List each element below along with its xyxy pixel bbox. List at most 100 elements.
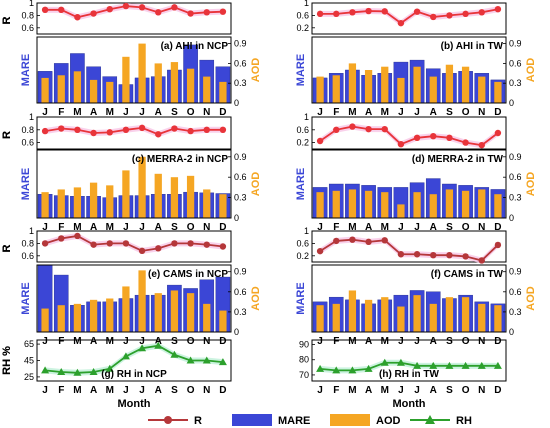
merra2-ncp-r-point-3 bbox=[90, 129, 97, 137]
cams-ncp-aod-tick-3: 0 bbox=[234, 327, 239, 337]
merra2-tw-aod-bar-11 bbox=[494, 194, 502, 218]
merra2-tw-aod-tick-2: 0.3 bbox=[509, 193, 522, 203]
ahi-ncp-r-point-1 bbox=[58, 6, 65, 14]
ahi-ncp-month-0: J bbox=[42, 107, 48, 118]
ahi-tw-month-7: A bbox=[430, 107, 437, 118]
merra2-ncp-r-point-5 bbox=[122, 126, 130, 133]
cams-ncp-aod-tick-2: 0.3 bbox=[234, 307, 247, 317]
merra2-ncp-r-tick-0: 1 bbox=[29, 112, 34, 122]
ahi-tw-month-8: S bbox=[446, 107, 453, 118]
cams-tw-r-point-11 bbox=[494, 241, 502, 249]
rh-ncp-month-8: S bbox=[171, 385, 178, 396]
legend-rh-label: RH bbox=[456, 415, 472, 427]
ahi-tw-r-point-6 bbox=[413, 8, 421, 15]
cams-ncp-r-point-0 bbox=[41, 240, 49, 247]
ahi-tw-r-point-9 bbox=[462, 10, 469, 18]
ahi-ncp-r-point-2 bbox=[74, 14, 81, 21]
merra2-tw-month-4: M bbox=[381, 222, 389, 233]
cams-ncp-aod-bar-0 bbox=[41, 308, 49, 332]
cams-tw-aod-bar-4 bbox=[381, 297, 389, 332]
merra2-tw-bar-frame bbox=[311, 149, 507, 219]
rh-tw-month-3: A bbox=[365, 385, 372, 396]
merra2-tw-month-7: A bbox=[430, 222, 437, 233]
ahi-tw-bar-frame bbox=[311, 36, 507, 104]
ahi-tw-r-tick-2: 0.2 bbox=[296, 23, 309, 33]
merra2-tw-r-band bbox=[320, 123, 498, 149]
rh-tw-tick-0: 90 bbox=[299, 340, 309, 350]
rh-ncp-point-3 bbox=[89, 367, 98, 375]
cams-tw-r-point-4 bbox=[381, 237, 388, 244]
cams-ncp-aod-bar-6 bbox=[138, 270, 146, 332]
merra2-ncp-r-tick-2: 0.6 bbox=[21, 138, 34, 148]
merra2-tw-aod-bar-4 bbox=[381, 192, 389, 218]
cams-ncp-aod-bar-10 bbox=[203, 303, 211, 332]
rh-ncp-point-10 bbox=[202, 356, 211, 364]
merra2-tw-month-11: D bbox=[494, 222, 501, 233]
cams-ncp-month-10: N bbox=[203, 336, 210, 347]
ahi-tw-r-tick-0: 1 bbox=[304, 0, 309, 8]
rh-tw-point-3 bbox=[364, 364, 373, 372]
merra2-ncp-aod-bar-8 bbox=[170, 177, 179, 218]
rh-tw-point-2 bbox=[348, 366, 357, 374]
cams-ncp-r-point-3 bbox=[90, 241, 97, 248]
cams-tw-month-4: M bbox=[381, 336, 389, 347]
ahi-ncp-mare-ylabel: MARE bbox=[20, 54, 32, 86]
merra2-tw-aod-tick-0: 0.9 bbox=[509, 152, 522, 162]
ahi-tw-r-ylabel: R bbox=[1, 16, 13, 24]
rh-ncp-point-4 bbox=[105, 364, 114, 372]
cams-tw-aod-tick-3: 0 bbox=[509, 327, 514, 337]
rh-ncp-ylabel: RH % bbox=[1, 346, 13, 375]
ahi-ncp-month-9: O bbox=[187, 107, 195, 118]
merra2-tw-month-1: F bbox=[333, 222, 339, 233]
ahi-tw-aod-bar-0 bbox=[316, 76, 324, 103]
cams-ncp-month-6: J bbox=[139, 336, 145, 347]
ahi-ncp-aod-bar-11 bbox=[219, 81, 227, 103]
merra2-ncp-aod-bar-11 bbox=[219, 194, 227, 218]
merra2-tw-aod-bar-1 bbox=[332, 190, 340, 218]
rh-tw-month-4: M bbox=[381, 385, 389, 396]
cams-tw-r-point-7 bbox=[430, 251, 437, 259]
cams-tw-r-point-1 bbox=[333, 237, 340, 245]
ahi-tw-month-1: F bbox=[333, 107, 339, 118]
merra2-ncp-aod-bar-0 bbox=[41, 192, 49, 218]
merra2-ncp-r-frame bbox=[36, 116, 232, 150]
rh-tw-panel-label: (h) RH in TW bbox=[379, 369, 440, 380]
merra2-tw-r-point-10 bbox=[478, 141, 485, 149]
ahi-tw-aod-bar-5 bbox=[397, 77, 405, 103]
ahi-ncp-r-tick-0: 1 bbox=[29, 0, 34, 8]
rh-tw-frame bbox=[311, 339, 507, 382]
merra2-ncp-bar-frame bbox=[36, 149, 232, 219]
rh-tw-point-7 bbox=[429, 361, 438, 369]
rh-ncp-point-8 bbox=[170, 350, 179, 358]
rh-tw-month-2: M bbox=[348, 385, 356, 396]
merra2-tw-r-tick-1: 0.6 bbox=[296, 125, 309, 135]
merra2-tw-r-tick-2: 0.2 bbox=[296, 138, 309, 148]
merra2-ncp-month-11: D bbox=[219, 222, 226, 233]
merra2-ncp-month-6: J bbox=[139, 222, 145, 233]
merra2-tw-month-2: M bbox=[348, 222, 356, 233]
ahi-tw-panel-label: (b) AHI in TW bbox=[441, 41, 504, 52]
cams-tw-aod-bar-1 bbox=[332, 303, 340, 332]
ahi-ncp-r-frame bbox=[36, 2, 232, 35]
cams-tw-r-point-0 bbox=[316, 247, 324, 255]
merra2-ncp-r-point-10 bbox=[203, 126, 210, 133]
ahi-ncp-month-1: F bbox=[58, 107, 64, 118]
ahi-ncp-aod-bar-3 bbox=[89, 79, 98, 103]
rh-ncp-month-3: A bbox=[90, 385, 97, 396]
rh-tw-point-5 bbox=[396, 358, 405, 366]
ahi-ncp-aod-bar-2 bbox=[73, 71, 82, 103]
legend-mare-label: MARE bbox=[278, 415, 310, 427]
ahi-tw-aod-bar-4 bbox=[381, 66, 389, 103]
cams-tw-r-tick-1: 0.6 bbox=[296, 238, 309, 248]
rh-tw-ylabel: RH % bbox=[1, 346, 13, 375]
merra2-tw-r-ylabel: R bbox=[1, 131, 13, 139]
cams-tw-month-8: S bbox=[446, 336, 453, 347]
ahi-tw-aod-bar-10 bbox=[478, 76, 486, 103]
merra2-tw-month-9: O bbox=[462, 222, 470, 233]
cams-ncp-aod-bar-11 bbox=[219, 310, 227, 332]
cams-tw-month-9: O bbox=[462, 336, 470, 347]
cams-ncp-r-frame bbox=[36, 230, 232, 263]
merra2-ncp-r-point-1 bbox=[58, 125, 65, 132]
ahi-ncp-aod-bar-8 bbox=[170, 62, 179, 103]
